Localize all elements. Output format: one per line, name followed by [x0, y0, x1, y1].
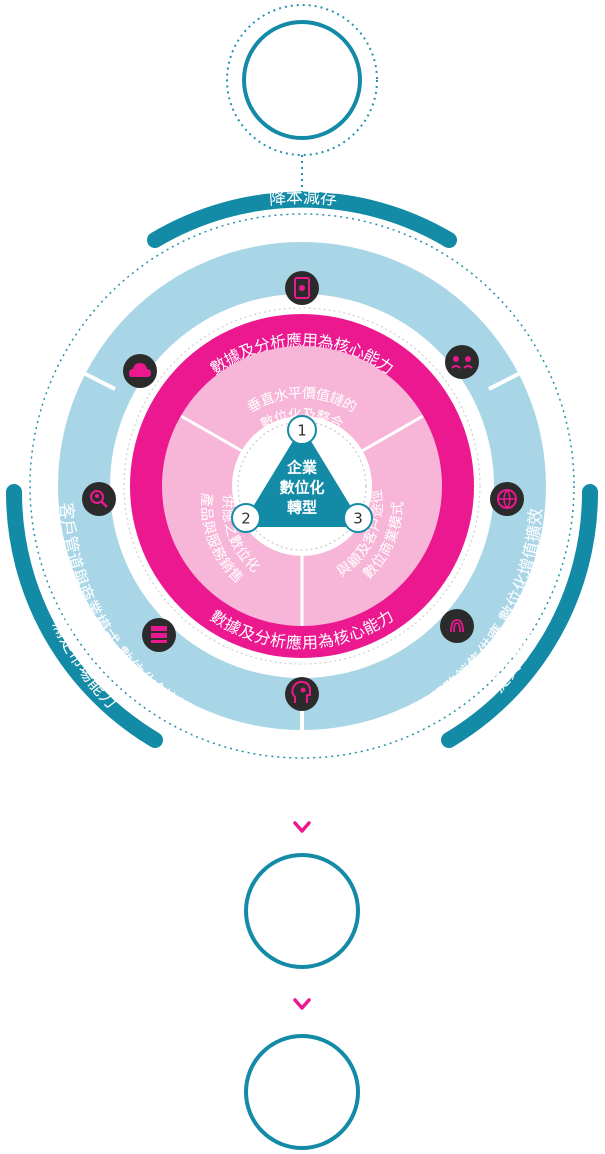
globe-icon: [490, 482, 524, 516]
fingerprint-icon: [440, 609, 474, 643]
svg-text:1: 1: [297, 422, 307, 440]
user-search-icon: [82, 482, 116, 516]
connected-people-icon: [445, 345, 479, 379]
right-teal-arc: [441, 484, 599, 748]
center-triangle: [243, 429, 361, 527]
ring-divider-right: [488, 362, 539, 391]
top-teal-arc: [147, 191, 457, 248]
center-title-line3: 轉型: [287, 499, 317, 517]
top-circle: [242, 20, 362, 140]
cloud-wifi-icon: [123, 354, 157, 388]
number-badge-2: 2: [231, 503, 261, 533]
svg-text:2: 2: [241, 510, 251, 528]
chevron-down-icon-2: [293, 998, 311, 1010]
number-badge-3: 3: [343, 503, 373, 533]
inner-divider-2: [361, 414, 424, 453]
left-teal-arc: [5, 484, 163, 748]
head-gear-icon: [285, 677, 319, 711]
center-title-line2: 數位化: [279, 479, 324, 497]
phone-gear-icon: [285, 271, 319, 305]
chevron-down-icon-1: [293, 821, 311, 833]
server-icon: [142, 618, 176, 652]
outer-dotted-ring: [29, 213, 575, 759]
inner-divider-1: [180, 414, 243, 453]
number-badge-1: 1: [287, 415, 317, 445]
svg-text:3: 3: [353, 510, 363, 528]
center-title-line1: 企業: [286, 459, 318, 477]
icon-dotted-ring: [123, 307, 481, 665]
bottom-circle: [244, 1034, 360, 1150]
top-dotted-circle: [226, 4, 378, 156]
middle-circle: [244, 853, 360, 969]
ring-divider-left: [65, 362, 116, 391]
